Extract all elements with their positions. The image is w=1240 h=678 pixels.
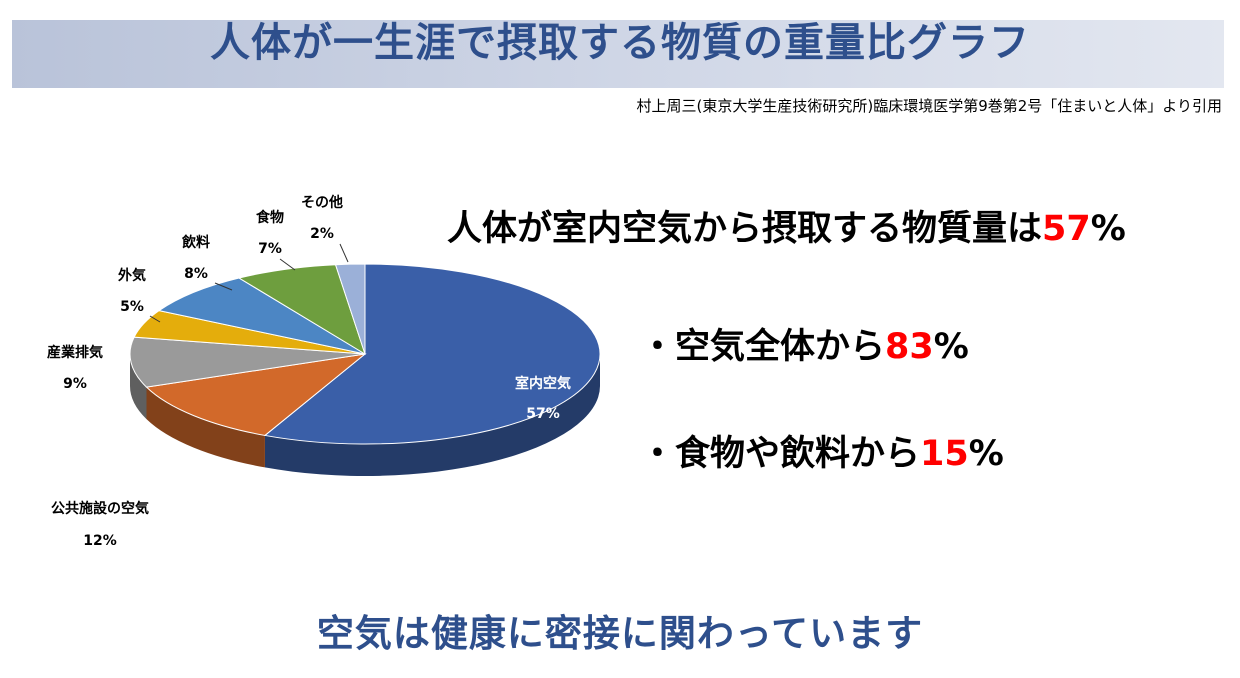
leader-line-6 [279, 258, 296, 271]
headline-text: 人体が室内空気から摂取する物質量は [447, 209, 1043, 249]
slice-value-1: 57% [526, 406, 560, 422]
slice-label-5: 飲料 [181, 234, 210, 251]
bullet-text: 空気全体から [675, 327, 886, 367]
pie-sides [130, 354, 600, 476]
slice-value-6: 7% [258, 241, 282, 257]
source-citation: 村上周三(東京大学生産技術研究所)臨床環境医学第9巻第2号「住まいと人体」より引… [636, 97, 1223, 115]
slice-value-5: 8% [184, 266, 208, 282]
pie-slice-3 [129, 336, 366, 388]
bullet-food: ・食物や飲料から15% [640, 425, 1004, 476]
pie-labels: 室内空気 57% 公共施設の空気 12% 産業排気 9% 外気 5% 飲料 8% 食物 7% その他 2% [47, 194, 571, 549]
pie-slice-5 [157, 277, 366, 355]
slice-label-4: 外気 [118, 267, 146, 284]
bullet-marker: ・ [640, 327, 676, 367]
pie-side-2 [146, 387, 265, 468]
slice-label-3: 産業排気 [47, 344, 103, 361]
slice-value-7: 2% [310, 226, 334, 242]
pie-slice-6 [237, 264, 366, 356]
slice-label-7: その他 [301, 194, 343, 211]
slice-value-4: 5% [120, 299, 144, 315]
headline: 人体が室内空気から摂取する物質量は57% [447, 200, 1126, 251]
pie-slice-1 [263, 263, 601, 445]
pie-side-1 [264, 354, 600, 476]
page-title: 人体が一生涯で摂取する物質の重量比グラフ [210, 20, 1030, 66]
bullet-unit: % [968, 434, 1004, 474]
slice-value-2: 12% [83, 533, 117, 549]
title-band [12, 20, 1224, 88]
pie-leader-lines [149, 243, 349, 323]
bullet-value: 15 [920, 434, 969, 474]
bullet-text: 食物や飲料から [675, 434, 921, 474]
bullet-value: 83 [885, 327, 934, 367]
headline-unit: % [1090, 209, 1126, 249]
leader-line-7 [339, 243, 349, 263]
slice-label-1: 室内空気 [515, 375, 571, 392]
bullet-air: ・空気全体から83% [640, 318, 969, 369]
pie-slice-7 [334, 263, 366, 355]
slice-value-3: 9% [63, 376, 87, 392]
pie-side-3 [130, 354, 147, 420]
bullet-unit: % [933, 327, 969, 367]
leader-line-5 [214, 282, 233, 291]
footer-message: 空気は健康に密接に関わっています [316, 612, 924, 655]
slice-label-6: 食物 [256, 209, 284, 226]
leader-line-4 [149, 315, 161, 323]
pie-slice-2 [145, 353, 367, 436]
bullet-marker: ・ [640, 434, 676, 474]
slice-label-2: 公共施設の空気 [51, 500, 149, 517]
pie-slices [129, 263, 601, 445]
headline-value: 57 [1042, 209, 1091, 249]
